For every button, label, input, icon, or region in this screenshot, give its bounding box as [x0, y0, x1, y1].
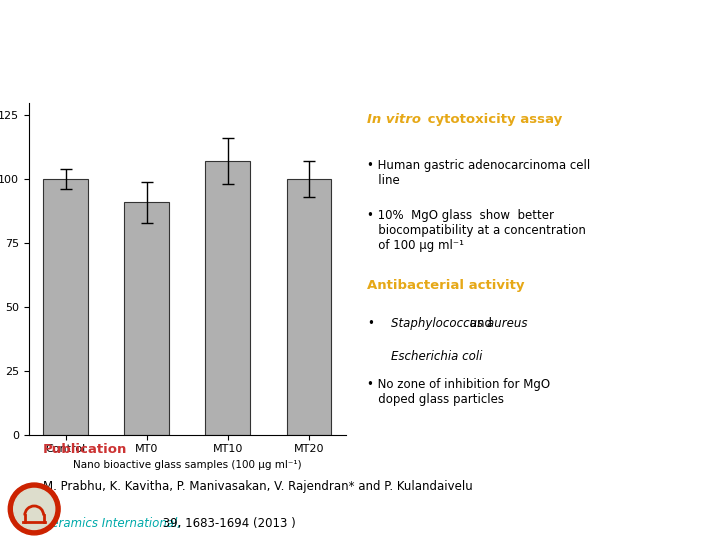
Bar	[205, 161, 250, 435]
Text: cytotoxicity assay: cytotoxicity assay	[423, 112, 562, 126]
Text: and: and	[391, 317, 492, 330]
Circle shape	[14, 488, 55, 529]
X-axis label: Nano bioactive glass samples (100 μg ml⁻¹): Nano bioactive glass samples (100 μg ml⁻…	[73, 460, 302, 470]
Text: • Human gastric adenocarcinoma cell
   line: • Human gastric adenocarcinoma cell line	[367, 159, 590, 187]
Bar	[43, 179, 88, 435]
Bar	[125, 202, 169, 435]
Text: Escherichia coli: Escherichia coli	[391, 350, 482, 363]
Circle shape	[9, 483, 60, 535]
Text: Publication: Publication	[42, 443, 127, 456]
Text: Antibacterial activity: Antibacterial activity	[367, 279, 525, 292]
Bar	[287, 179, 331, 435]
Text: M. Prabhu, K. Kavitha, P. Manivasakan, V. Rajendran* and P. Kulandaivelu: M. Prabhu, K. Kavitha, P. Manivasakan, V…	[42, 481, 472, 494]
Text: Ceramics International,: Ceramics International,	[42, 517, 181, 530]
Text: Staphylococcus aureus: Staphylococcus aureus	[391, 317, 527, 330]
Text: PARTICLES: PARTICLES	[296, 64, 424, 84]
Text: In vitro: In vitro	[367, 112, 421, 126]
Text: • No zone of inhibition for MgO
   doped glass particles: • No zone of inhibition for MgO doped gl…	[367, 378, 550, 406]
Text: •: •	[367, 317, 374, 330]
Text: • 10%  MgO glass  show  better
   biocompatibility at a concentration
   of 100 : • 10% MgO glass show better biocompatibi…	[367, 209, 586, 252]
Text: in vitro  CYTOTOXICITY OF MgO SUBSTITUTED NBG: in vitro CYTOTOXICITY OF MgO SUBSTITUTED…	[53, 20, 667, 40]
Text: 39, 1683-1694 (2013 ): 39, 1683-1694 (2013 )	[158, 517, 295, 530]
